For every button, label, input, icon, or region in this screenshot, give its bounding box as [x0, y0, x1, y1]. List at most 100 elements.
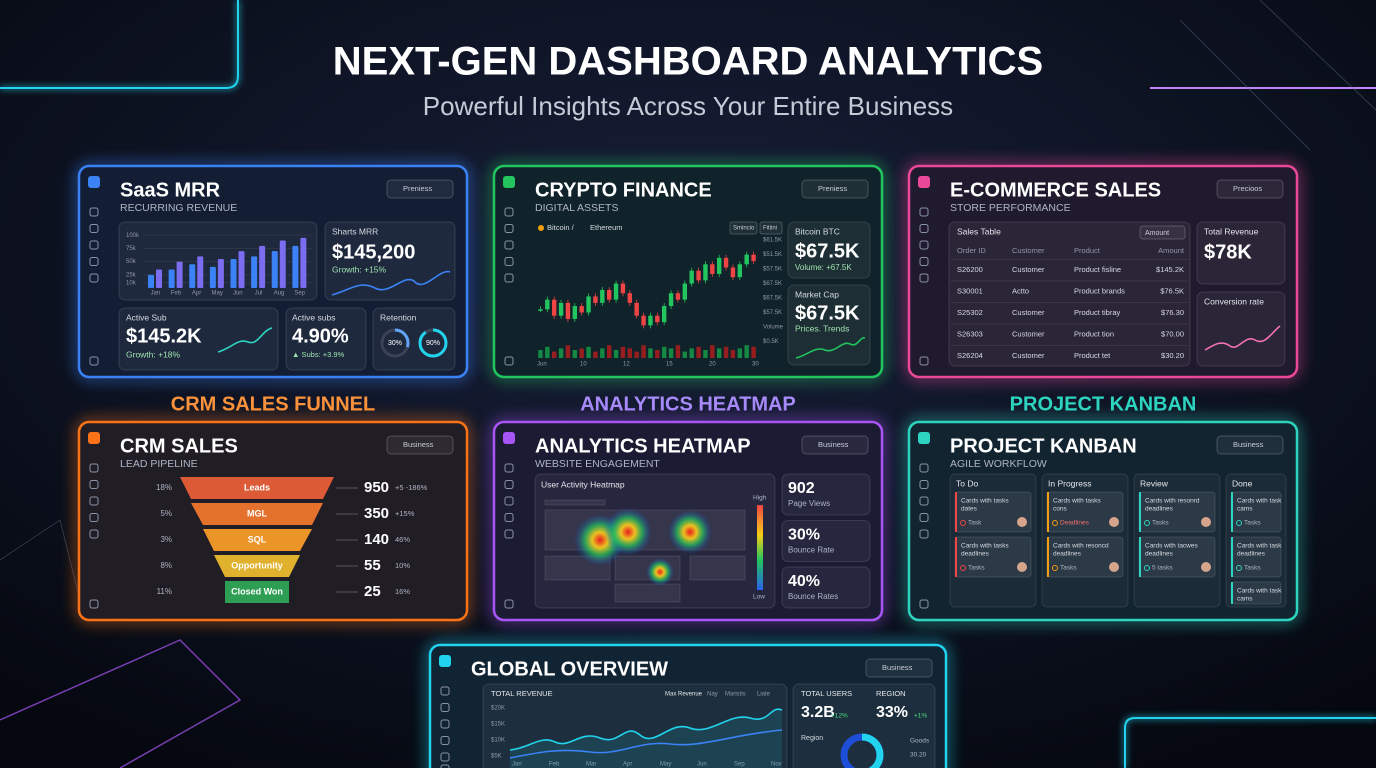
heat-blob: [668, 510, 712, 554]
volume-bar: [551, 351, 557, 358]
panel-title: SaaS MRR: [120, 179, 221, 201]
dropdown[interactable]: [865, 658, 933, 678]
y-tick-label: 25k: [126, 272, 137, 278]
dropdown[interactable]: [1139, 225, 1186, 240]
dropdown[interactable]: [1216, 435, 1284, 455]
metric-value: 33%: [876, 704, 908, 721]
volume-bar: [565, 345, 571, 358]
toggle[interactable]: [729, 221, 758, 235]
dropdown[interactable]: [386, 179, 454, 199]
ring: [418, 328, 448, 358]
candle: [620, 283, 626, 294]
y-tick-label: 10k: [126, 280, 137, 286]
candle: [723, 257, 729, 268]
bar: [292, 245, 299, 288]
stage-name: Closed Won: [231, 586, 283, 596]
sidebar-icon: [504, 207, 514, 217]
bar: [217, 259, 224, 288]
volume-bar: [675, 345, 681, 358]
volume-bar: [593, 351, 598, 358]
panel-title: CRYPTO FINANCE: [535, 179, 712, 201]
card: [285, 307, 367, 371]
panel-title: ANALYTICS HEATMAP: [535, 435, 751, 457]
volume-bar: [558, 348, 564, 358]
card: [534, 473, 776, 609]
volume-bar: [572, 350, 578, 358]
avatar: [1109, 517, 1119, 527]
section-label: CRM SALES FUNNEL: [171, 393, 375, 415]
funnel-layer: [180, 477, 334, 499]
volume-bar: [744, 345, 749, 358]
candle: [703, 264, 708, 281]
card-tag: Tasks: [1152, 520, 1169, 527]
toggle[interactable]: [759, 221, 783, 235]
dropdown[interactable]: [801, 435, 869, 455]
x-tick-label: Apr: [192, 291, 201, 297]
table-cell: Customer: [1012, 308, 1045, 317]
candle: [538, 309, 543, 311]
candle: [737, 264, 743, 278]
card: [787, 284, 871, 366]
panel: [492, 164, 884, 379]
sidebar-icon: [89, 513, 99, 522]
volume-bar: [606, 345, 612, 358]
axis-label: $5K: [491, 754, 502, 760]
sidebar-icon: [440, 764, 450, 768]
label: Active subs: [292, 312, 335, 322]
sparkline: [509, 729, 783, 759]
stage-name: SQL: [248, 534, 267, 544]
tag-icon: [960, 565, 966, 571]
sidebar-icon: [89, 240, 99, 250]
tag-icon: [1144, 520, 1150, 526]
card-text: deadlines: [961, 551, 990, 558]
sidebar-icon: [919, 224, 929, 233]
sidebar-icon: [89, 463, 99, 473]
candle: [613, 283, 619, 300]
label: User Activity Heatmap: [541, 479, 625, 489]
sidebar-icon: [504, 529, 514, 539]
dropdown-label: Preniess: [818, 184, 847, 193]
panel-icon: [918, 176, 930, 188]
candle: [661, 306, 667, 323]
dropdown[interactable]: [1216, 179, 1284, 199]
volume-bar: [723, 346, 729, 358]
stage-change: 10%: [395, 561, 410, 570]
candle: [545, 299, 550, 310]
card-accent: [1139, 537, 1141, 577]
sidebar-icon: [89, 207, 99, 217]
panel-title: CRM SALES: [120, 435, 238, 457]
x-label: 12: [623, 362, 630, 368]
candle: [586, 296, 591, 313]
card: [1196, 221, 1286, 285]
donut-segment: [840, 733, 884, 768]
sidebar-icon: [919, 356, 929, 366]
sidebar-icon: [504, 513, 514, 522]
table-cell: Customer: [1012, 265, 1045, 274]
table-cell: $145.2K: [1156, 265, 1184, 274]
x-tick-label: Feb: [171, 291, 182, 297]
card-text: deadlines: [1145, 551, 1174, 558]
panel-tint: [909, 422, 1297, 620]
axis-label: $57.5K: [763, 310, 782, 316]
axis-label: $20K: [491, 706, 505, 712]
page-block: [614, 583, 681, 603]
stat-value: 902: [788, 480, 815, 497]
x-label: 30: [752, 362, 759, 368]
card-accent: [1231, 537, 1233, 577]
x-label: Apr: [623, 762, 632, 768]
table-cell: Actto: [1012, 286, 1029, 295]
avatar: [1109, 562, 1119, 572]
column-title: To Do: [956, 478, 978, 488]
column-title: Done: [1232, 478, 1253, 488]
candle: [551, 299, 557, 316]
dropdown[interactable]: [386, 435, 454, 455]
sidebar-icon: [919, 240, 929, 250]
sidebar-icon: [504, 599, 514, 609]
bar: [168, 269, 175, 288]
sidebar-icon: [919, 496, 929, 506]
x-label: Feb: [549, 762, 560, 768]
card-text: Cards with tasks: [961, 543, 1009, 550]
dropdown[interactable]: [801, 179, 869, 199]
x-label: Mar: [586, 762, 596, 768]
